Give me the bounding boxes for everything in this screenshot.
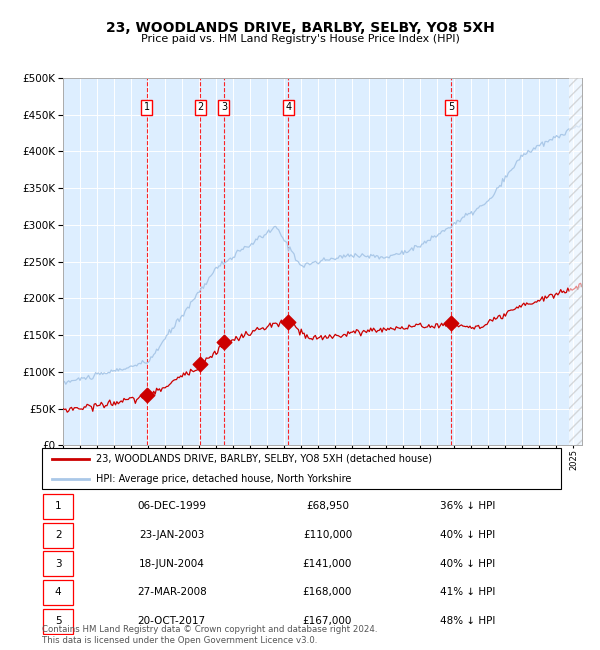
- FancyBboxPatch shape: [43, 551, 73, 577]
- Point: [446, 317, 456, 328]
- Text: 2: 2: [197, 103, 203, 112]
- FancyBboxPatch shape: [43, 580, 73, 605]
- Text: 23-JAN-2003: 23-JAN-2003: [139, 530, 205, 540]
- Text: 48% ↓ HPI: 48% ↓ HPI: [440, 616, 495, 626]
- FancyBboxPatch shape: [43, 494, 73, 519]
- Text: 41% ↓ HPI: 41% ↓ HPI: [440, 587, 495, 597]
- FancyBboxPatch shape: [43, 608, 73, 634]
- Text: 23, WOODLANDS DRIVE, BARLBY, SELBY, YO8 5XH: 23, WOODLANDS DRIVE, BARLBY, SELBY, YO8 …: [106, 21, 494, 35]
- Text: Price paid vs. HM Land Registry's House Price Index (HPI): Price paid vs. HM Land Registry's House …: [140, 34, 460, 44]
- Text: 5: 5: [55, 616, 61, 626]
- Text: 5: 5: [448, 103, 454, 112]
- Point: [142, 389, 152, 400]
- Text: £68,950: £68,950: [306, 501, 349, 512]
- Text: 23, WOODLANDS DRIVE, BARLBY, SELBY, YO8 5XH (detached house): 23, WOODLANDS DRIVE, BARLBY, SELBY, YO8 …: [97, 454, 433, 464]
- Text: 1: 1: [143, 103, 150, 112]
- Text: 20-OCT-2017: 20-OCT-2017: [137, 616, 206, 626]
- Text: 06-DEC-1999: 06-DEC-1999: [137, 501, 206, 512]
- Text: 18-JUN-2004: 18-JUN-2004: [139, 558, 205, 569]
- Text: 40% ↓ HPI: 40% ↓ HPI: [440, 558, 495, 569]
- Text: £141,000: £141,000: [303, 558, 352, 569]
- Point: [283, 317, 293, 327]
- Text: 40% ↓ HPI: 40% ↓ HPI: [440, 530, 495, 540]
- Text: 1: 1: [55, 501, 61, 512]
- Text: 2: 2: [55, 530, 61, 540]
- FancyBboxPatch shape: [43, 523, 73, 548]
- Text: 4: 4: [55, 587, 61, 597]
- Text: £168,000: £168,000: [303, 587, 352, 597]
- Text: £110,000: £110,000: [303, 530, 352, 540]
- Point: [219, 337, 229, 347]
- Text: HPI: Average price, detached house, North Yorkshire: HPI: Average price, detached house, Nort…: [97, 474, 352, 484]
- Point: [196, 359, 205, 370]
- Text: 3: 3: [55, 558, 61, 569]
- Text: Contains HM Land Registry data © Crown copyright and database right 2024.
This d: Contains HM Land Registry data © Crown c…: [42, 625, 377, 645]
- Text: 3: 3: [221, 103, 227, 112]
- Text: 4: 4: [285, 103, 291, 112]
- Text: 27-MAR-2008: 27-MAR-2008: [137, 587, 206, 597]
- Text: £167,000: £167,000: [303, 616, 352, 626]
- Text: 36% ↓ HPI: 36% ↓ HPI: [440, 501, 495, 512]
- FancyBboxPatch shape: [42, 448, 561, 489]
